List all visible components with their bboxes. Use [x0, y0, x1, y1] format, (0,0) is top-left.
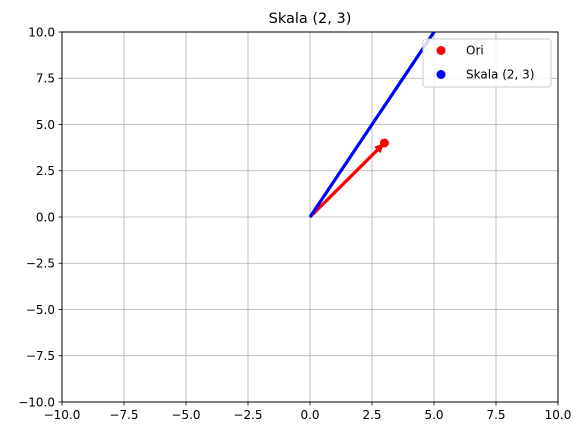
y-tick-label: 10.0	[28, 25, 55, 39]
point-ori	[379, 138, 389, 148]
y-tick-label: −2.5	[26, 257, 55, 271]
legend-box	[422, 38, 552, 88]
y-tick-label: 7.5	[36, 72, 55, 86]
vector-arrow-ori	[308, 143, 385, 219]
y-tick-label: 5.0	[36, 118, 55, 132]
legend-marker-skala	[436, 70, 446, 79]
y-tick-label: 0.0	[36, 210, 55, 224]
x-tick-label: −2.5	[233, 408, 262, 422]
legend: Ori Skala (2, 3)	[422, 38, 552, 88]
legend-label-skala: Skala (2, 3)	[466, 68, 534, 82]
chart-title: Skala (2, 3)	[269, 11, 352, 27]
x-tick-label: 5.0	[424, 408, 443, 422]
x-tick-label: 10.0	[545, 408, 572, 422]
x-tick-label: −7.5	[109, 408, 138, 422]
legend-marker-ori	[436, 46, 446, 55]
x-tick-label: −10.0	[44, 408, 81, 422]
y-tick-label: −10.0	[18, 395, 55, 409]
y-tick-label: −5.0	[26, 303, 55, 317]
x-tick-label: 0.0	[300, 408, 319, 422]
vector-arrow-skala-2-3	[308, 32, 436, 218]
data-layer	[308, 32, 436, 219]
x-tick-label: 7.5	[486, 408, 505, 422]
x-tick-label: −5.0	[171, 408, 200, 422]
y-tick-label: −7.5	[26, 349, 55, 363]
x-tick-label: 2.5	[362, 408, 381, 422]
axis-ticks: −10.0 −7.5 −5.0 −2.5 0.0 2.5 5.0 7.5 10.0 −10.0 −7…	[18, 25, 571, 422]
legend-label-ori: Ori	[466, 44, 484, 58]
y-tick-label: 2.5	[36, 164, 55, 178]
